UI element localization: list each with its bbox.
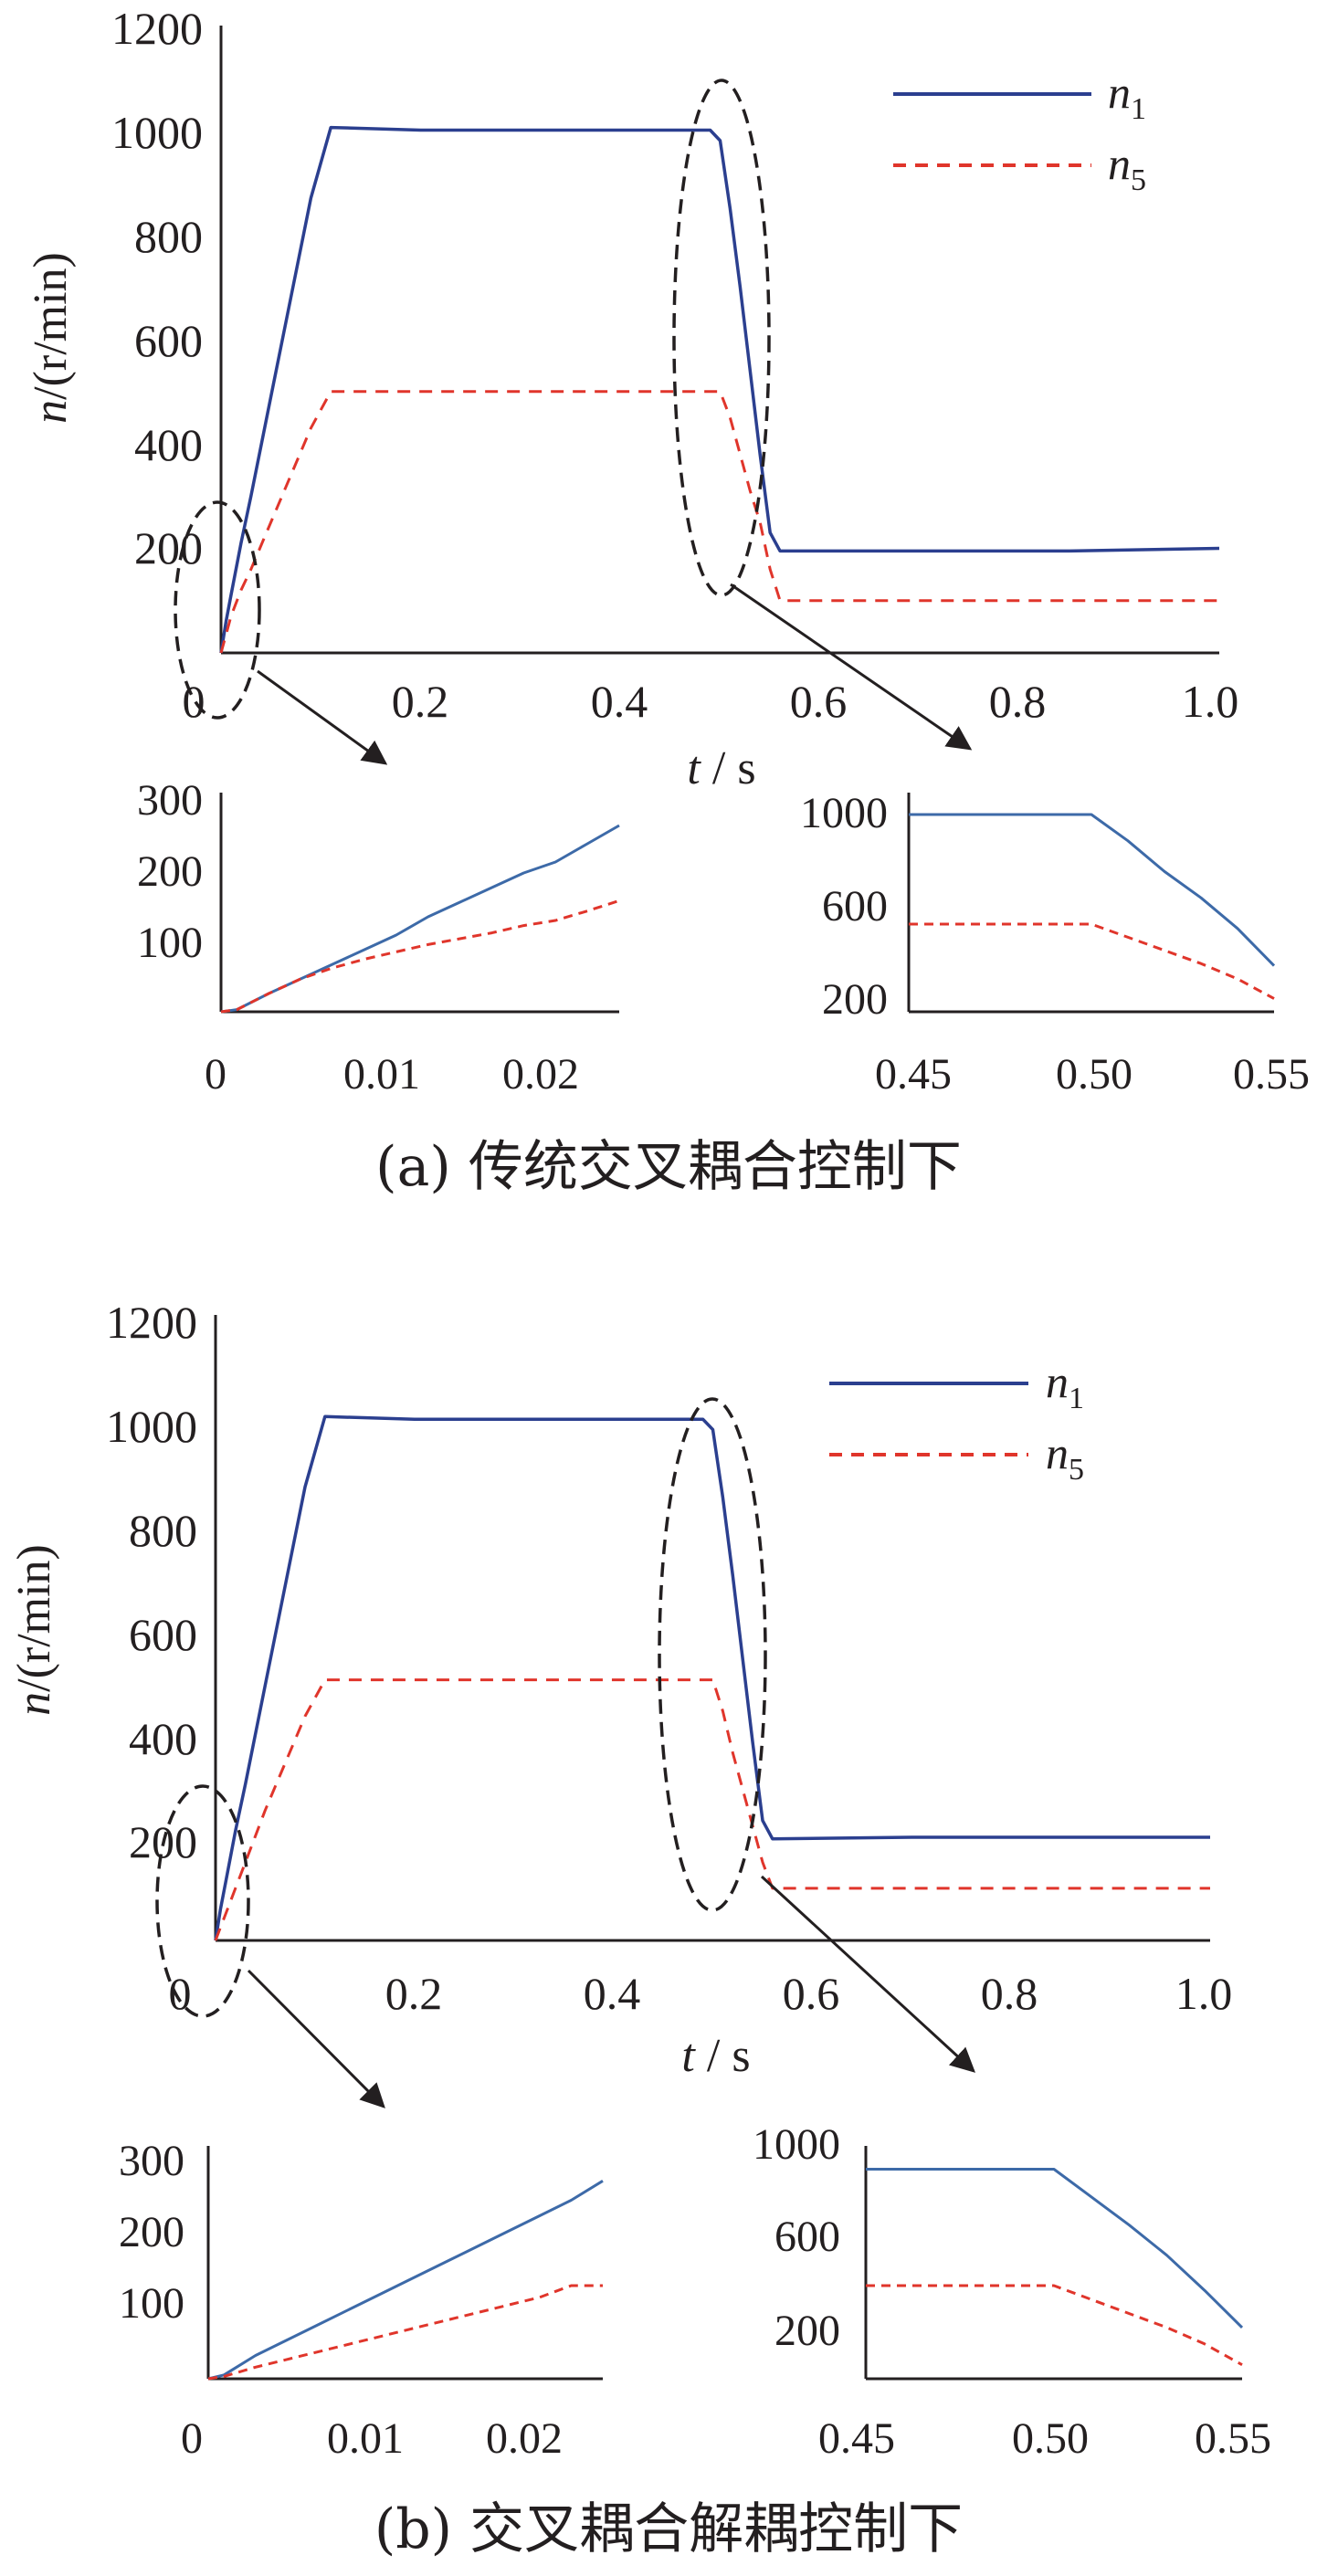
- panel-a-y-ticks: 200 400 600 800 1000 1200: [111, 3, 203, 573]
- panel-a-y-axis-label: n/(r/min): [25, 252, 77, 424]
- x-tick-label: 0.4: [591, 676, 648, 727]
- legend-label-n5: n5: [1046, 1427, 1084, 1487]
- panel-a-legend: n1 n5: [893, 67, 1146, 197]
- y-tick-label: 1000: [111, 107, 203, 158]
- x-tick-label: 0.4: [584, 1968, 641, 2019]
- panel-b-main-series: [214, 1414, 1210, 1941]
- y-tick-label: 200: [134, 522, 203, 573]
- x-tick-label: 0.55: [1233, 1050, 1310, 1099]
- panel-b-zoom-right: 200 600 1000 0.45 0.50 0.55: [753, 2120, 1271, 2463]
- panel-a-zoom-right: 200 600 1000 0.45 0.50 0.55: [800, 789, 1310, 1099]
- panel-a-main-chart: 200 400 600 800 1000 1200 0 0.2 0.4 0.6 …: [25, 3, 1238, 794]
- legend-label-n5: n5: [1108, 138, 1146, 197]
- legend-label-n1: n1: [1108, 67, 1146, 126]
- panel-a-caption: (a) 传统交叉耦合控制下: [375, 1135, 962, 1199]
- panel-b-y-ticks: 200 400 600 800 1000 1200: [106, 1297, 197, 1867]
- y-tick-label: 1000: [800, 789, 888, 837]
- y-tick-label: 100: [119, 2279, 184, 2328]
- y-tick-label: 100: [137, 919, 203, 967]
- x-tick-label: 0.6: [783, 1968, 840, 2019]
- series-line-n5: [909, 922, 1275, 1000]
- y-tick-label: 1000: [106, 1401, 197, 1452]
- zoom-region-ellipse-start: [155, 1784, 250, 2018]
- x-tick-label: 0.01: [343, 1050, 420, 1099]
- y-tick-label: 600: [134, 315, 203, 366]
- series-line-n5: [220, 899, 620, 1014]
- y-tick-label: 300: [137, 776, 203, 825]
- zoom-arrow-start: [247, 1969, 385, 2108]
- x-tick-label: 0.8: [989, 676, 1047, 727]
- panel-b-zoom-right-series: [866, 2168, 1244, 2367]
- series-line-n5: [866, 2284, 1243, 2367]
- panel-a-main-series: [219, 125, 1220, 654]
- x-tick-label: 0.01: [327, 2414, 404, 2463]
- x-tick-label: 0.6: [790, 676, 848, 727]
- panel-b-y-axis-label: n/(r/min): [8, 1544, 60, 1716]
- x-tick-label: 0.50: [1012, 2414, 1089, 2463]
- panel-b-main-chart: 200 400 600 800 1000 1200 0 0.2 0.4 0.6 …: [8, 1297, 1233, 2108]
- series-line-n1: [909, 813, 1276, 967]
- series-line-n1: [214, 1414, 1210, 1941]
- zoom-arrow-start: [257, 669, 388, 765]
- series-line-n5: [207, 2284, 603, 2381]
- series-line-n1: [219, 125, 1220, 654]
- y-tick-label: 200: [822, 975, 888, 1024]
- y-tick-label: 200: [774, 2307, 840, 2355]
- series-line-n5: [214, 1678, 1210, 1941]
- panel-a-zoom-left-series: [220, 824, 620, 1014]
- y-tick-label: 300: [119, 2137, 184, 2185]
- y-tick-label: 1200: [111, 3, 203, 54]
- zoom-arrow-end: [730, 583, 973, 751]
- panel-b-zoom-left: 100 200 300 0 0.01 0.02: [119, 2137, 604, 2463]
- series-line-n1: [207, 2180, 604, 2381]
- panel-b-legend: n1 n5: [829, 1356, 1084, 1487]
- y-tick-label: 600: [129, 1609, 197, 1660]
- y-tick-label: 800: [129, 1505, 197, 1556]
- x-tick-label: 0.02: [502, 1050, 579, 1099]
- y-tick-label: 200: [137, 847, 203, 896]
- y-tick-label: 400: [134, 419, 203, 470]
- x-tick-label: 1.0: [1182, 676, 1239, 727]
- y-tick-label: 600: [774, 2213, 840, 2261]
- y-tick-label: 200: [119, 2208, 184, 2256]
- x-tick-label: 0.2: [385, 1968, 443, 2019]
- panel-a-x-ticks: 0 0.2 0.4 0.6 0.8 1.0: [183, 676, 1239, 727]
- y-tick-label: 1200: [106, 1297, 197, 1348]
- panel-a-zoom-right-series: [909, 813, 1276, 1000]
- panel-b: 200 400 600 800 1000 1200 0 0.2 0.4 0.6 …: [8, 1297, 1271, 2561]
- x-tick-label: 0.50: [1056, 1050, 1133, 1099]
- panel-b-x-ticks: 0 0.2 0.4 0.6 0.8 1.0: [169, 1968, 1233, 2019]
- x-tick-label: 0.02: [486, 2414, 563, 2463]
- panel-b-zoom-left-series: [207, 2180, 604, 2381]
- x-tick-label: 1.0: [1175, 1968, 1233, 2019]
- x-tick-label: 0: [181, 2414, 203, 2463]
- panel-b-x-axis-label: t / s: [681, 2030, 750, 2082]
- series-line-n1: [866, 2168, 1244, 2329]
- panel-a-zoom-left: 100 200 300 0 0.01 0.02: [137, 776, 620, 1099]
- zoom-region-ellipse-start: [174, 500, 261, 720]
- panel-a-x-axis-label: t / s: [687, 742, 755, 794]
- panel-a: 200 400 600 800 1000 1200 0 0.2 0.4 0.6 …: [25, 3, 1310, 1199]
- y-tick-label: 600: [822, 882, 888, 931]
- x-tick-label: 0.45: [875, 1050, 952, 1099]
- series-line-n1: [220, 824, 620, 1014]
- x-tick-label: 0: [205, 1050, 227, 1099]
- x-tick-label: 0.55: [1195, 2414, 1271, 2463]
- x-tick-label: 0.45: [818, 2414, 895, 2463]
- series-line-n5: [219, 390, 1219, 654]
- panel-b-caption: (b) 交叉耦合解耦控制下: [374, 2497, 963, 2561]
- y-tick-label: 1000: [753, 2120, 840, 2169]
- y-tick-label: 800: [134, 211, 203, 262]
- x-tick-label: 0.2: [392, 676, 449, 727]
- x-tick-label: 0.8: [981, 1968, 1038, 2019]
- zoom-region-ellipse-end: [672, 79, 771, 597]
- y-tick-label: 400: [129, 1713, 197, 1764]
- legend-label-n1: n1: [1046, 1356, 1084, 1415]
- zoom-region-ellipse-end: [658, 1397, 767, 1912]
- zoom-arrow-end: [760, 1875, 975, 2073]
